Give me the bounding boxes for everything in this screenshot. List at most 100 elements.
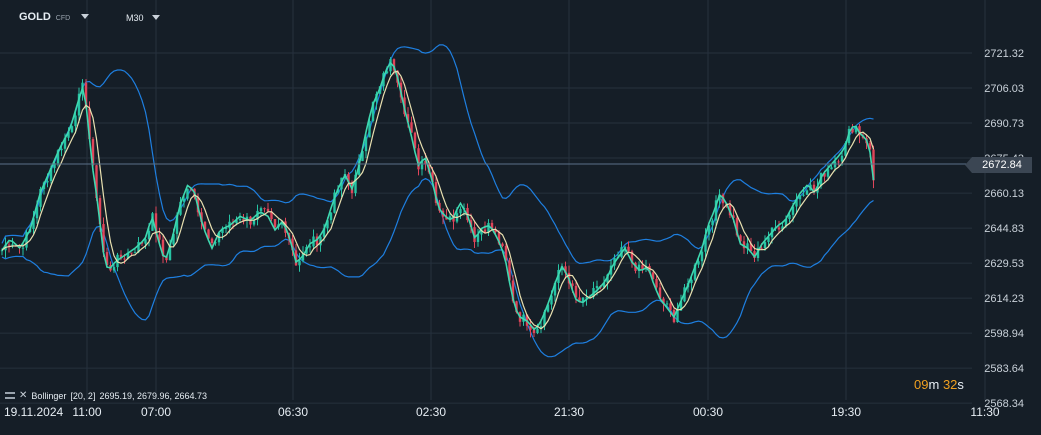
candle-body [147, 230, 151, 240]
candle-body [529, 325, 532, 330]
candle-body [693, 264, 697, 280]
candle-body [679, 301, 683, 311]
candle-body [235, 220, 238, 224]
candle-body [760, 247, 763, 249]
y-tick-label: 2644.83 [984, 223, 1024, 235]
indicator-params: [20, 2] [70, 390, 96, 401]
candle-body [851, 128, 854, 133]
candle-body [49, 168, 53, 182]
candle-body [221, 228, 224, 233]
candle-body [63, 137, 67, 149]
candle-body [501, 243, 504, 246]
candle-body [714, 200, 718, 221]
candle-body [77, 93, 81, 116]
y-tick-label: 2706.03 [984, 83, 1024, 95]
candle-body [172, 233, 175, 245]
candle-body [98, 198, 102, 225]
candle-body [802, 194, 805, 196]
candle-body [637, 264, 641, 271]
candle-body [606, 274, 609, 283]
x-tick-label: 06:30 [278, 405, 308, 419]
candle-body [392, 59, 396, 71]
candle-body [805, 190, 809, 195]
y-axis: 2721.322706.032690.732675.432660.132644.… [984, 48, 1024, 410]
candle-body [354, 174, 357, 194]
candle-body [676, 310, 679, 323]
x-tick-label: 19.11.2024 [4, 405, 63, 419]
candle-body [294, 250, 298, 266]
chevron-down-icon[interactable] [151, 14, 160, 20]
y-tick-label: 2690.73 [984, 118, 1024, 130]
candle-body [315, 236, 319, 246]
x-tick-label: 21:30 [554, 405, 584, 419]
candle-body [868, 143, 872, 150]
candle-body [784, 219, 788, 227]
candle-body [697, 261, 700, 265]
x-tick-label: 11:30 [970, 405, 999, 419]
y-tick-label: 2614.23 [984, 293, 1024, 305]
indicator-values: 2695.19, 2679.96, 2664.73 [99, 390, 208, 401]
menu-icon[interactable] [5, 392, 15, 399]
candle-body [788, 214, 791, 220]
candle-body [515, 301, 518, 313]
candle-body [7, 244, 11, 246]
timeframe-label: M30 [126, 13, 144, 23]
y-tick-label: 2583.64 [984, 363, 1024, 375]
chevron-down-icon[interactable] [81, 14, 90, 19]
candle-body [448, 216, 452, 220]
candle-body [410, 122, 413, 133]
candle-body [137, 241, 140, 253]
candle-body [168, 244, 172, 261]
bollinger-middle-band [1, 70, 875, 330]
moving-averages [1, 61, 875, 331]
candle-body [700, 251, 704, 262]
candle-body [301, 253, 305, 261]
candle-body [406, 114, 410, 123]
candle-body [707, 225, 711, 235]
candle-body [798, 195, 802, 200]
candle-body [711, 220, 714, 226]
candle-body [602, 282, 606, 288]
candle-body [665, 303, 669, 305]
timeframe-selector[interactable]: M30 [126, 13, 160, 23]
candle-body [504, 245, 508, 261]
candle-body [319, 236, 322, 246]
candle-body [25, 232, 28, 248]
candle-body [655, 279, 658, 288]
timer-minutes: 09 [914, 377, 929, 392]
candle-body [84, 82, 88, 109]
candle-body [371, 101, 375, 121]
moving-average-line [1, 61, 875, 331]
candle-body [385, 71, 389, 74]
close-icon[interactable]: ✕ [19, 390, 28, 401]
candle-body [88, 108, 91, 140]
candle-body [333, 192, 336, 213]
candle-body [630, 251, 634, 263]
candle-body [329, 212, 333, 221]
candle-countdown: 09m 32s [914, 377, 964, 392]
candle-body [368, 120, 371, 138]
candle-body [781, 226, 784, 230]
candle-body [161, 239, 165, 256]
candle-body [46, 181, 49, 183]
candle-body [347, 174, 350, 183]
candle-body [105, 252, 109, 266]
bollinger-upper-band [1, 44, 874, 265]
candle-body [641, 264, 644, 270]
symbol-selector[interactable]: GOLD CFD [19, 11, 90, 23]
candle-body [256, 210, 259, 220]
candle-body [298, 260, 301, 266]
candle-body [56, 150, 60, 164]
candle-body [238, 218, 242, 221]
candle-body [158, 234, 161, 240]
candle-body [732, 215, 735, 218]
candle-body [550, 295, 553, 305]
candle-body [270, 211, 273, 219]
candle-body [39, 189, 42, 207]
candle-body [854, 126, 858, 133]
candle-body [210, 238, 214, 244]
candle-body [483, 229, 487, 233]
candle-body [35, 206, 39, 219]
